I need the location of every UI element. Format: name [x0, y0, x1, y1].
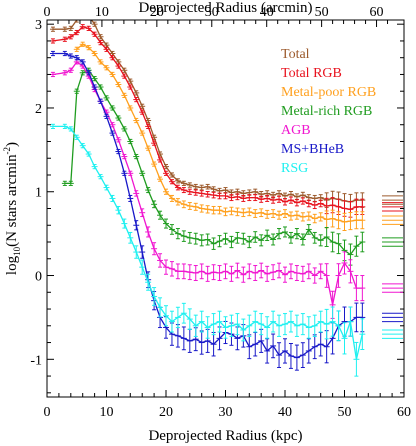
y-axis-label-sup: -2: [2, 147, 12, 155]
x2-tick-label: 0: [44, 5, 51, 20]
series-line: [53, 52, 363, 359]
x2-tick-label: 60: [370, 5, 384, 20]
axis-ticks: [46, 20, 405, 397]
y-tick-label: -1: [30, 353, 42, 368]
x2-tick-label: 20: [150, 5, 164, 20]
legend-entry: Metal-rich RGB: [281, 104, 372, 119]
series-1: [49, 24, 366, 218]
legend-entry: Total: [281, 47, 310, 62]
x2-tick-label: 30: [205, 5, 219, 20]
x2-tick-label: 50: [315, 5, 329, 20]
x2-tick-label: 10: [95, 5, 109, 20]
legend-entry: RSG: [281, 161, 308, 176]
series-line: [53, 125, 363, 360]
series-3: [61, 67, 366, 266]
legend: Total Total RGB Metal-poor RGB Metal-rich R…: [281, 47, 376, 176]
y-axis-label-end: ): [4, 142, 20, 147]
top-axis-label: Deprojected Radius (arcmin): [138, 0, 312, 16]
x-tick-label: 40: [278, 405, 292, 420]
series-6: [49, 123, 366, 377]
x2-tick-label: 40: [260, 5, 274, 20]
tick-labels: 0 10 20 30 40 50 60 0 10 20 30 40 50 60 -1 0 1 2 3: [30, 5, 411, 420]
x-tick-label: 0: [44, 405, 51, 420]
legend-entry: Total RGB: [281, 66, 342, 81]
y-axis-label-main: log: [4, 255, 20, 275]
x-axis-label: Deprojected Radius (kpc): [148, 428, 302, 444]
x-tick-label: 20: [159, 405, 173, 420]
y-tick-label: 1: [35, 186, 42, 201]
y-tick-label: 2: [35, 102, 42, 117]
plot-content: [49, 20, 366, 377]
x-tick-label: 60: [397, 405, 411, 420]
right-markers: [382, 195, 403, 339]
legend-entry: Metal-poor RGB: [281, 85, 376, 100]
y-tick-label: 0: [35, 270, 42, 285]
y-axis-label-sub: 10: [12, 246, 22, 256]
x-tick-label: 50: [338, 405, 352, 420]
series-line: [52, 60, 363, 305]
series-2: [73, 41, 366, 232]
legend-entry: MS+BHeB: [281, 142, 344, 157]
legend-entry: AGB: [281, 123, 311, 138]
y-axis-label: log10(N stars arcmin-2): [2, 142, 22, 275]
x-tick-label: 10: [100, 405, 114, 420]
y-axis-label-mid: (N stars arcmin: [4, 154, 20, 247]
x-tick-label: 30: [219, 405, 233, 420]
y-tick-label: 3: [35, 18, 42, 33]
